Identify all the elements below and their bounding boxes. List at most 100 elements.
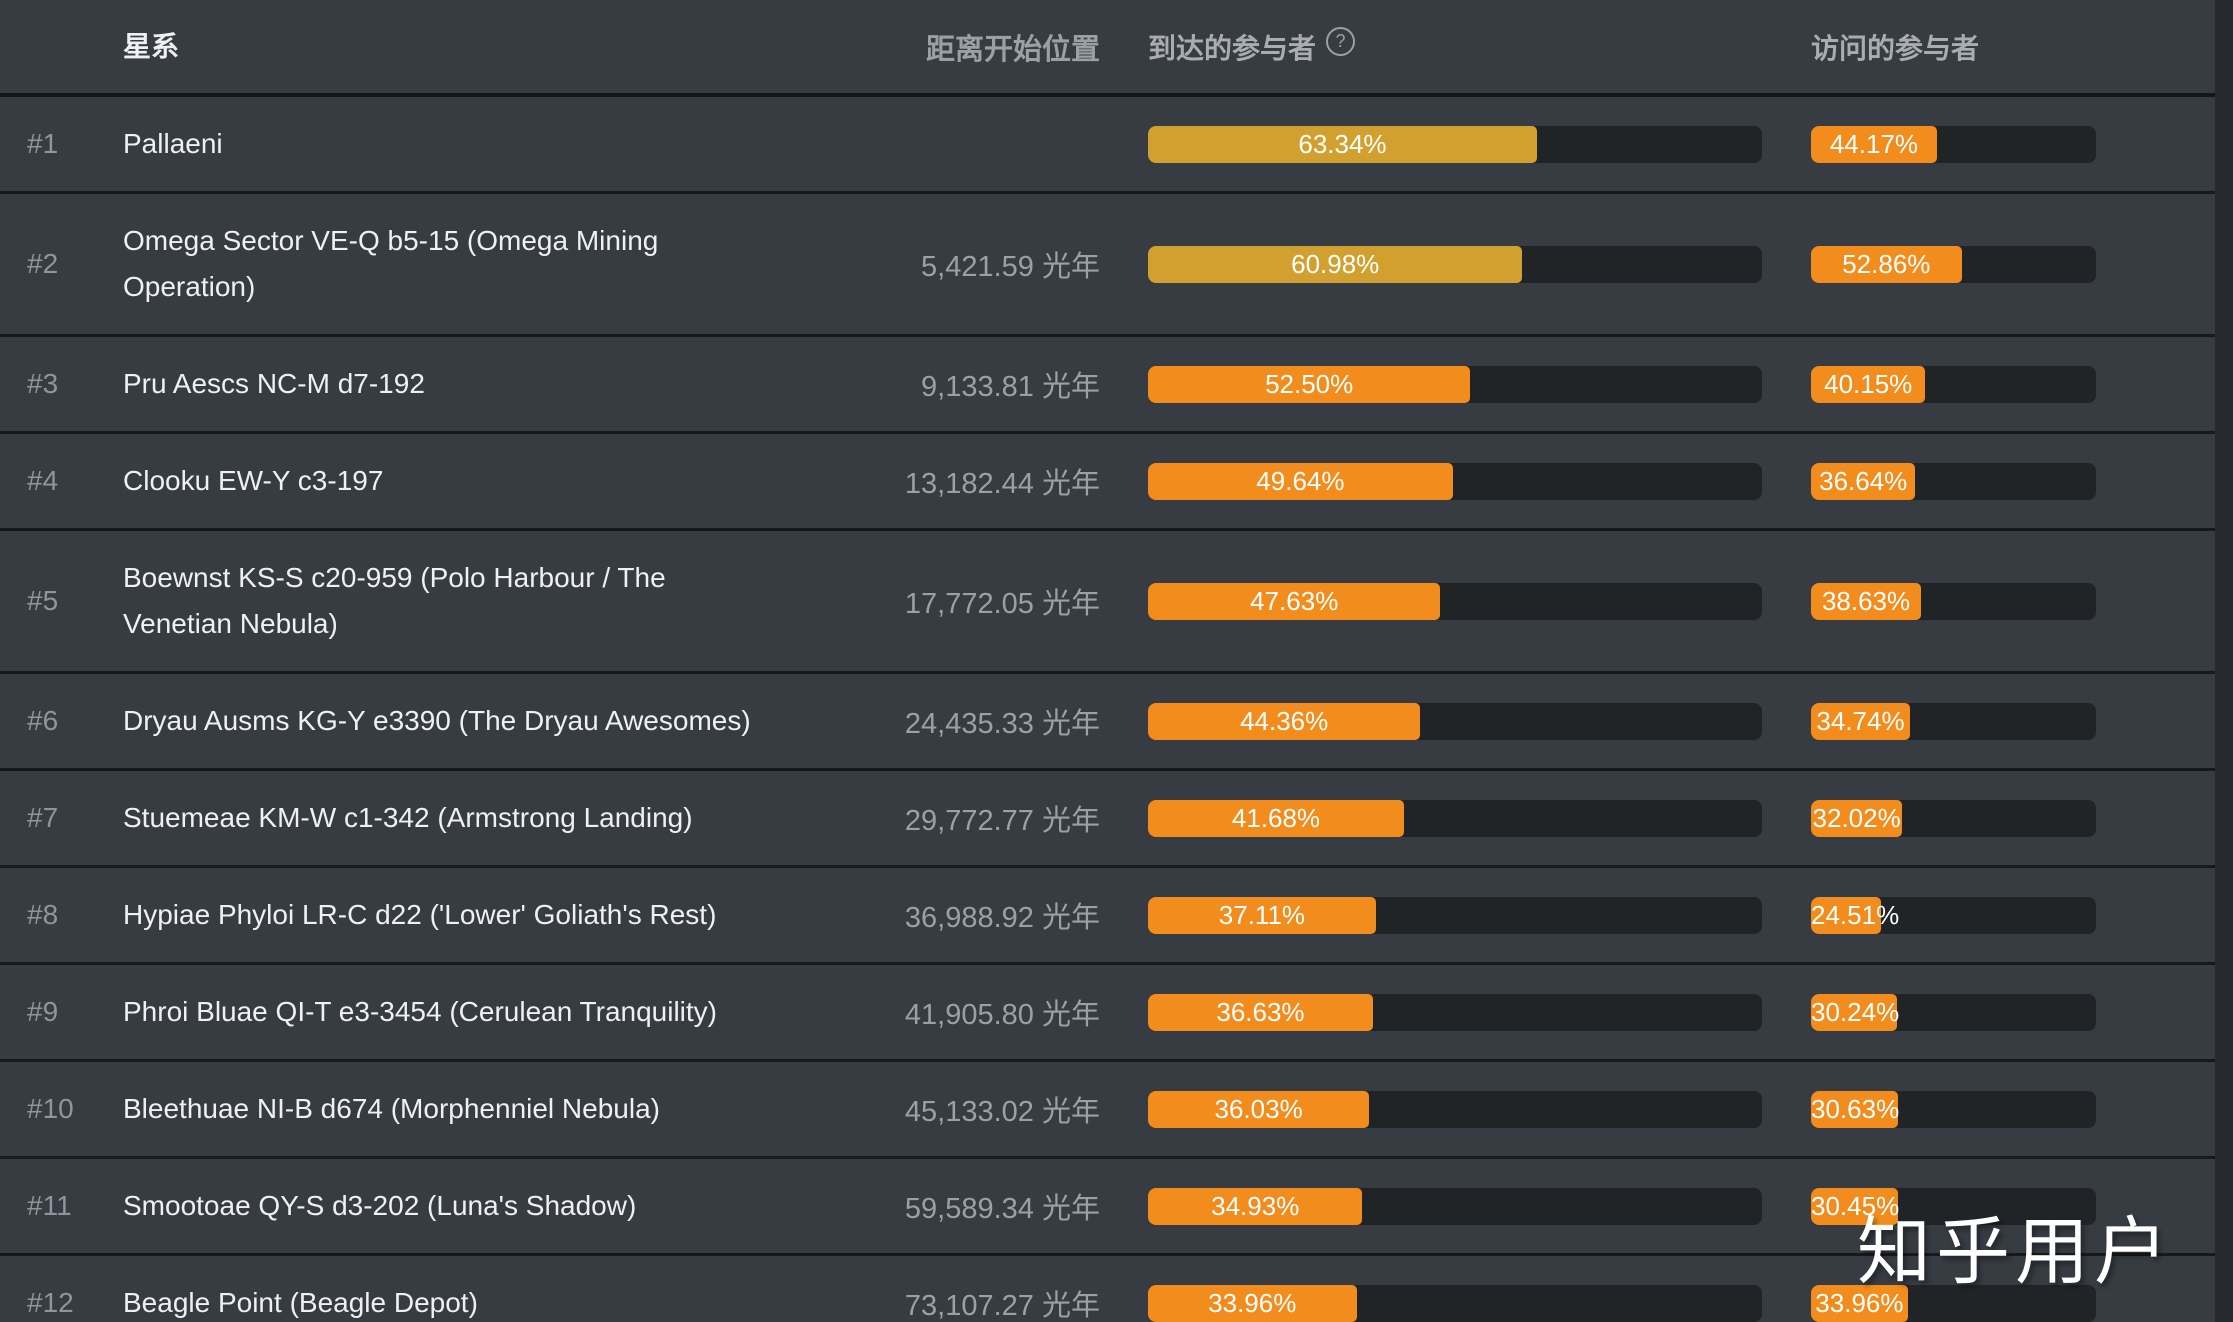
reached-percentage-label: 47.63% xyxy=(1250,585,1339,616)
reached-percentage-label: 49.64% xyxy=(1256,465,1345,496)
visited-percentage-label: 36.64% xyxy=(1819,465,1908,496)
visited-progress-track: 32.02% xyxy=(1811,799,2096,837)
reached-percentage-label: 44.36% xyxy=(1240,705,1329,736)
help-icon[interactable]: ? xyxy=(1326,26,1356,56)
visited-percentage-label: 30.63% xyxy=(1811,1093,1900,1124)
visited-progress-fill: 30.24% xyxy=(1811,993,1900,1031)
system-name: Boewnst KS-S c20-959 (Polo Harbour / The… xyxy=(123,562,666,639)
reached-progress-fill: 41.68% xyxy=(1148,799,1404,837)
visited-progress-fill: 24.51% xyxy=(1811,896,1899,934)
reached-progress-track: 52.50% xyxy=(1148,365,1762,403)
table-row: #4 Clooku EW-Y c3-197 13,182.44 光年 49.64… xyxy=(0,434,2215,531)
distance-value: 17,772.05 光年 xyxy=(904,588,1100,620)
distance-value: 5,421.59 光年 xyxy=(921,251,1100,283)
reached-progress-fill: 60.98% xyxy=(1148,245,1523,283)
reached-progress-track: 33.96% xyxy=(1148,1284,1762,1322)
visited-progressbar: 52.86% xyxy=(1811,245,2096,283)
distance-value: 73,107.27 光年 xyxy=(904,1290,1100,1322)
visited-progressbar: 30.24% xyxy=(1811,993,2096,1031)
visited-progressbar: 44.17% xyxy=(1811,125,2096,163)
visited-percentage-label: 52.86% xyxy=(1842,248,1931,279)
reached-percentage-label: 41.68% xyxy=(1231,802,1321,833)
distance-value: 59,589.34 光年 xyxy=(904,1193,1100,1225)
reached-progress-track: 34.93% xyxy=(1148,1187,1762,1225)
table-row: #8 Hypiae Phyloi LR-C d22 ('Lower' Golia… xyxy=(0,868,2215,965)
visited-progress-fill: 38.63% xyxy=(1811,582,1922,620)
reached-progressbar: 37.11% xyxy=(1148,896,1762,934)
reached-percentage-label: 60.98% xyxy=(1291,248,1380,279)
visited-progressbar: 30.63% xyxy=(1811,1090,2096,1128)
reached-progressbar: 33.96% xyxy=(1148,1284,1762,1322)
visited-progressbar: 40.15% xyxy=(1811,365,2096,403)
visited-progress-fill: 33.96% xyxy=(1811,1284,1908,1322)
reached-progress-track: 41.68% xyxy=(1148,799,1762,837)
visited-progress-track: 30.24% xyxy=(1811,993,2096,1031)
reached-progress-fill: 33.96% xyxy=(1148,1284,1357,1322)
table-row: #6 Dryau Ausms KG-Y e3390 (The Dryau Awe… xyxy=(0,674,2215,771)
reached-progress-fill: 44.36% xyxy=(1148,702,1421,740)
row-rank: #11 xyxy=(27,1190,72,1221)
visited-percentage-label: 30.24% xyxy=(1811,996,1900,1027)
reached-progress-fill: 37.11% xyxy=(1148,896,1376,934)
visited-percentage-label: 40.15% xyxy=(1824,368,1913,399)
reached-percentage-label: 36.63% xyxy=(1216,996,1305,1027)
reached-progress-fill: 36.63% xyxy=(1148,993,1373,1031)
visited-progress-fill: 52.86% xyxy=(1811,245,1962,283)
row-rank: #8 xyxy=(27,899,59,930)
visited-progress-fill: 44.17% xyxy=(1811,125,1937,163)
visited-progress-fill: 30.45% xyxy=(1811,1187,1900,1225)
distance-value: 36,988.92 光年 xyxy=(904,902,1100,934)
visited-percentage-label: 44.17% xyxy=(1829,128,1919,159)
visited-progressbar: 33.96% xyxy=(1811,1284,2096,1322)
row-rank: #6 xyxy=(27,705,59,736)
row-rank: #12 xyxy=(27,1287,74,1318)
row-rank: #4 xyxy=(27,465,59,496)
visited-progress-track: 33.96% xyxy=(1811,1284,2096,1322)
table-row: #7 Stuemeae KM-W c1-342 (Armstrong Landi… xyxy=(0,771,2215,868)
table-header-row: 星系 距离开始位置 到达的参与者? 访问的参与者 xyxy=(0,0,2215,97)
row-rank: #3 xyxy=(27,368,59,399)
table-row: #12 Beagle Point (Beagle Depot) 73,107.2… xyxy=(0,1256,2215,1322)
visited-progress-track: 52.86% xyxy=(1811,245,2096,283)
visited-percentage-label: 24.51% xyxy=(1811,899,1900,930)
table-row: #10 Bleethuae NI-B d674 (Morphenniel Neb… xyxy=(0,1062,2215,1159)
visited-percentage-label: 38.63% xyxy=(1821,585,1911,616)
row-rank: #5 xyxy=(27,585,59,616)
visited-percentage-label: 30.45% xyxy=(1811,1190,1900,1221)
reached-progressbar: 63.34% xyxy=(1148,125,1762,163)
visited-progressbar: 32.02% xyxy=(1811,799,2096,837)
reached-progressbar: 47.63% xyxy=(1148,582,1762,620)
reached-progress-track: 36.03% xyxy=(1148,1090,1762,1128)
visited-progress-fill: 40.15% xyxy=(1811,365,1926,403)
reached-percentage-label: 52.50% xyxy=(1265,368,1354,399)
visited-progress-fill: 30.63% xyxy=(1811,1090,1900,1128)
reached-progress-track: 36.63% xyxy=(1148,993,1762,1031)
reached-progress-track: 47.63% xyxy=(1148,582,1762,620)
reached-progress-fill: 49.64% xyxy=(1148,462,1453,500)
visited-progress-track: 36.64% xyxy=(1811,462,2096,500)
reached-progress-track: 49.64% xyxy=(1148,462,1762,500)
system-name: Omega Sector VE-Q b5-15 (Omega Mining Op… xyxy=(123,225,659,302)
distance-value: 9,133.81 光年 xyxy=(921,371,1100,403)
system-name: Beagle Point (Beagle Depot) xyxy=(123,1287,478,1318)
reached-percentage-label: 36.03% xyxy=(1214,1093,1303,1124)
reached-progress-track: 60.98% xyxy=(1148,245,1762,283)
distance-value: 41,905.80 光年 xyxy=(904,999,1100,1031)
reached-progressbar: 41.68% xyxy=(1148,799,1762,837)
table-row: #3 Pru Aescs NC-M d7-192 9,133.81 光年 52.… xyxy=(0,337,2215,434)
reached-percentage-label: 34.93% xyxy=(1211,1190,1300,1221)
reached-progressbar: 36.63% xyxy=(1148,993,1762,1031)
reached-progress-fill: 63.34% xyxy=(1148,125,1537,163)
visited-progressbar: 34.74% xyxy=(1811,702,2096,740)
visited-progress-fill: 36.64% xyxy=(1811,462,1916,500)
visited-progress-track: 30.45% xyxy=(1811,1187,2096,1225)
reached-progressbar: 52.50% xyxy=(1148,365,1762,403)
reached-progress-fill: 34.93% xyxy=(1148,1187,1363,1225)
visited-progress-track: 38.63% xyxy=(1811,582,2096,620)
header-reached: 到达的参与者? xyxy=(1148,26,1762,67)
system-name: Stuemeae KM-W c1-342 (Armstrong Landing) xyxy=(123,802,693,833)
table-row: #9 Phroi Bluae QI-T e3-3454 (Cerulean Tr… xyxy=(0,965,2215,1062)
row-rank: #10 xyxy=(27,1093,74,1124)
reached-progressbar: 60.98% xyxy=(1148,245,1762,283)
